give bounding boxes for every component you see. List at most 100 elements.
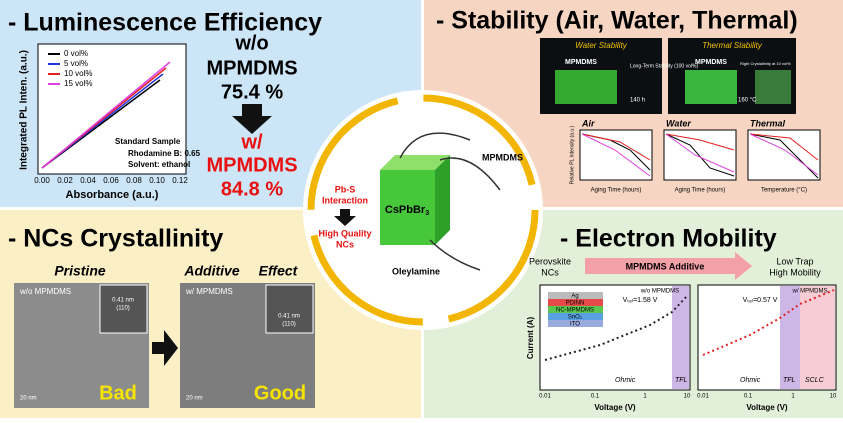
label: Perovskite — [529, 256, 571, 266]
region-label: TFL — [675, 377, 688, 384]
label: Pristine — [54, 263, 106, 279]
label: NCs — [336, 239, 354, 249]
region — [800, 286, 835, 389]
label: Effect — [259, 263, 299, 279]
y-label: Integrated PL Inten. (a.u.) — [19, 50, 30, 170]
label: Oleylamine — [392, 266, 440, 276]
x-tick-label: 0.10 — [149, 176, 165, 185]
cycle-arrows — [307, 94, 539, 326]
label: w/o MPMDMS — [640, 289, 679, 295]
label: High Quality — [318, 228, 371, 238]
layer: Ag — [571, 294, 578, 300]
title: - Stability (Air, Water, Thermal) — [436, 7, 798, 35]
iv-curve — [544, 294, 689, 361]
label: 160 °C — [738, 98, 757, 104]
cube-front — [380, 170, 435, 245]
layer: ITO — [570, 322, 580, 328]
right-arrow — [152, 330, 178, 366]
x-label: Voltage (V) — [594, 403, 636, 412]
cube-side — [435, 155, 450, 245]
vials — [685, 70, 737, 104]
x-label: Absorbance (a.u.) — [66, 189, 159, 201]
x-tick-label: 0.01 — [697, 394, 709, 400]
x-tick-label: 10 — [684, 394, 691, 400]
label: (110) — [282, 322, 296, 328]
legend-label: 10 vol% — [64, 69, 92, 78]
x-label: Temperature (°C) — [761, 188, 807, 194]
label: Low Trap — [776, 256, 813, 266]
label: NCs — [541, 267, 559, 277]
x-tick-label: 0.1 — [591, 394, 600, 400]
note: Solvent: ethanol — [128, 160, 190, 169]
region-label: Ohmic — [615, 377, 636, 384]
label: 140 h — [630, 98, 645, 104]
compound: CsPbBr3 — [385, 204, 429, 217]
x-tick-label: 1 — [643, 394, 647, 400]
title: - NCs Crystallinity — [8, 225, 223, 253]
legend-label: 15 vol% — [64, 79, 92, 88]
x-tick-label: 0.00 — [34, 176, 50, 185]
x-tick-label: 0.12 — [172, 176, 188, 185]
formula: CsPbBr — [385, 204, 426, 216]
label: MPMDMS — [695, 59, 727, 66]
vials — [555, 70, 617, 104]
note: Standard Sample — [115, 137, 181, 146]
verdict: Bad — [99, 382, 137, 404]
x-tick-label: 10 — [830, 394, 837, 400]
label: Pb-S — [335, 184, 356, 194]
x-tick-label: 0.1 — [744, 394, 753, 400]
region — [672, 286, 689, 389]
legend: 0 vol% 5 vol% 10 vol% 15 vol% — [48, 49, 92, 88]
x-label: Aging Time (hours) — [675, 188, 726, 194]
label: Interaction — [322, 195, 368, 205]
panel-title: Thermal Stability — [702, 41, 763, 50]
y-label: Relative PL Intensity (a.u.) — [569, 125, 575, 184]
region — [780, 286, 800, 389]
label: w/ MPMDMS — [792, 289, 828, 295]
x-ticks: 0.00 0.02 0.04 0.06 0.08 0.10 0.12 — [34, 176, 188, 185]
right-arrow — [585, 252, 752, 280]
layer: SnO₂ — [568, 315, 583, 321]
label: High Mobility — [769, 267, 821, 277]
label: MPMDMS — [565, 59, 597, 66]
layer: PDINN — [566, 301, 585, 307]
label: Long-Term Stability (100 vol%) — [630, 63, 698, 69]
label: Right Crystallinity at 10 vol% — [740, 61, 791, 66]
down-arrow — [334, 209, 356, 226]
plot-title: Air — [581, 118, 595, 128]
label: w/o MPMDMS — [19, 287, 71, 296]
cube-top — [380, 155, 450, 170]
scale-bar: 20 nm — [20, 396, 37, 402]
verdict: Good — [254, 382, 306, 404]
label: Additive — [183, 263, 239, 279]
label: Vₜₑₗ=1.58 V — [623, 297, 658, 304]
down-arrow — [232, 104, 272, 134]
x-tick-label: 0.01 — [539, 394, 551, 400]
label: w/ MPMDMS — [185, 287, 233, 296]
x-ticks: 0.01 0.1 1 10 0.01 0.1 1 10 — [539, 394, 837, 400]
legend-label: 0 vol% — [64, 49, 88, 58]
x-label: Aging Time (hours) — [591, 188, 642, 194]
layer: NC-MPMDMS — [556, 308, 594, 314]
ligand-chains — [399, 132, 501, 271]
label: w/o — [234, 32, 268, 54]
label: MPMDMS Additive — [626, 261, 705, 271]
note: Rhodamine B: 0.65 — [128, 149, 201, 158]
region-label: TFL — [783, 377, 796, 384]
region-label: SCLC — [805, 377, 825, 384]
legend-label: 5 vol% — [64, 59, 88, 68]
device-stack: Ag PDINN NC-MPMDMS SnO₂ ITO — [548, 292, 603, 328]
inset — [265, 284, 314, 334]
x-tick-label: 1 — [791, 394, 795, 400]
label: 0.41 nm — [112, 298, 134, 304]
label: w/ — [240, 131, 263, 153]
value: 84.8 % — [221, 178, 283, 200]
plot-title: Thermal — [750, 118, 786, 128]
iv-curve — [702, 289, 835, 356]
title: - Luminescence Efficiency — [8, 9, 322, 37]
plot-title: Water — [666, 118, 691, 128]
value: 75.4 % — [221, 81, 283, 103]
label: (110) — [116, 306, 130, 312]
label: MPMDMS — [482, 152, 523, 162]
